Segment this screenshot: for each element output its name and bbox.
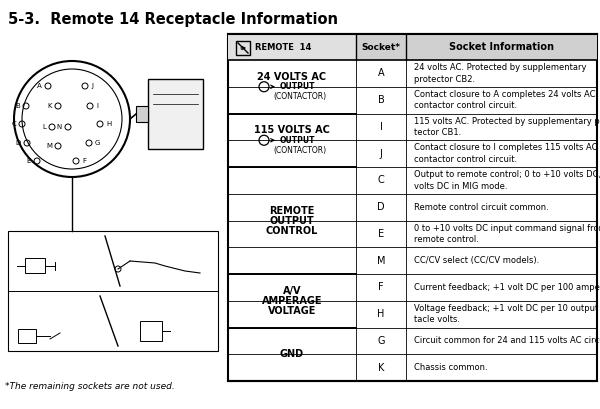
Text: N: N: [57, 124, 62, 130]
Text: Remote control circuit common.: Remote control circuit common.: [414, 202, 549, 211]
Text: H: H: [106, 121, 111, 127]
Text: I: I: [380, 122, 382, 132]
Text: Voltage feedback; +1 volt DC per 10 output recep-
tacle volts.: Voltage feedback; +1 volt DC per 10 outp…: [414, 304, 600, 324]
Text: Contact closure to I completes 115 volts AC
contactor control circuit.: Contact closure to I completes 115 volts…: [414, 144, 598, 164]
Text: VOLTAGE: VOLTAGE: [268, 306, 316, 316]
Bar: [236, 41, 250, 55]
Text: G: G: [95, 140, 100, 146]
Text: H: H: [377, 309, 385, 319]
Text: 0 to +10 volts DC input command signal from
remote control.: 0 to +10 volts DC input command signal f…: [414, 224, 600, 244]
Bar: [228, 34, 356, 60]
Text: OUTPUT: OUTPUT: [269, 216, 314, 225]
Text: 115 volts AC. Protected by supplementary pro-
tector CB1.: 115 volts AC. Protected by supplementary…: [414, 117, 600, 137]
Text: B: B: [15, 103, 20, 109]
Circle shape: [14, 61, 130, 177]
Text: A/V: A/V: [283, 286, 301, 296]
Text: J: J: [91, 83, 93, 89]
Text: (CONTACTOR): (CONTACTOR): [274, 146, 326, 155]
Text: A: A: [377, 68, 385, 79]
Text: (CONTACTOR): (CONTACTOR): [274, 92, 326, 101]
Bar: [148, 79, 203, 149]
Text: 24 VOLTS AC: 24 VOLTS AC: [257, 72, 326, 82]
Text: E: E: [26, 158, 31, 164]
Text: Current feedback; +1 volt DC per 100 amperes.: Current feedback; +1 volt DC per 100 amp…: [414, 283, 600, 292]
Text: D: D: [377, 202, 385, 212]
Text: 115 VOLTS AC: 115 VOLTS AC: [254, 125, 330, 135]
Text: *The remaining sockets are not used.: *The remaining sockets are not used.: [5, 382, 175, 391]
Text: C: C: [377, 175, 385, 185]
Text: I: I: [96, 103, 98, 109]
Text: D: D: [16, 140, 21, 146]
Text: A: A: [37, 83, 42, 89]
Text: M: M: [46, 143, 52, 149]
Text: REMOTE: REMOTE: [269, 205, 314, 216]
Text: Socket Information: Socket Information: [449, 42, 554, 52]
Text: Chassis common.: Chassis common.: [414, 363, 488, 372]
Text: C: C: [11, 121, 16, 127]
Text: E: E: [378, 229, 384, 239]
Text: 5-3.  Remote 14 Receptacle Information: 5-3. Remote 14 Receptacle Information: [8, 12, 338, 27]
Bar: [136, 106, 148, 122]
Text: OUTPUT: OUTPUT: [280, 136, 316, 145]
Text: OUTPUT: OUTPUT: [280, 82, 316, 91]
Text: G: G: [377, 336, 385, 346]
Text: Contact closure to A completes 24 volts AC
contactor control circuit.: Contact closure to A completes 24 volts …: [414, 90, 595, 110]
Text: Output to remote control; 0 to +10 volts DC, +10
volts DC in MIG mode.: Output to remote control; 0 to +10 volts…: [414, 170, 600, 191]
Bar: [8, 231, 218, 351]
Text: AMPERAGE: AMPERAGE: [262, 296, 322, 306]
Text: Socket*: Socket*: [361, 43, 401, 52]
Bar: [25, 258, 45, 273]
Text: F: F: [378, 282, 384, 292]
Text: J: J: [380, 148, 382, 159]
Text: M: M: [377, 256, 385, 265]
Text: K: K: [47, 103, 52, 109]
Text: F: F: [82, 158, 86, 164]
Text: GND: GND: [280, 349, 304, 359]
Bar: [18, 329, 36, 343]
Text: L: L: [42, 124, 46, 130]
Text: REMOTE  14: REMOTE 14: [255, 43, 311, 52]
Text: K: K: [378, 363, 384, 373]
Text: CC/CV select (CC/CV models).: CC/CV select (CC/CV models).: [414, 256, 539, 265]
Text: Circuit common for 24 and 115 volts AC circuits.: Circuit common for 24 and 115 volts AC c…: [414, 336, 600, 345]
Bar: [228, 34, 597, 381]
Text: B: B: [377, 95, 385, 105]
Bar: [356, 34, 597, 60]
Text: CONTROL: CONTROL: [266, 225, 318, 236]
Text: 24 volts AC. Protected by supplementary
protector CB2.: 24 volts AC. Protected by supplementary …: [414, 63, 587, 83]
Bar: [140, 321, 162, 341]
